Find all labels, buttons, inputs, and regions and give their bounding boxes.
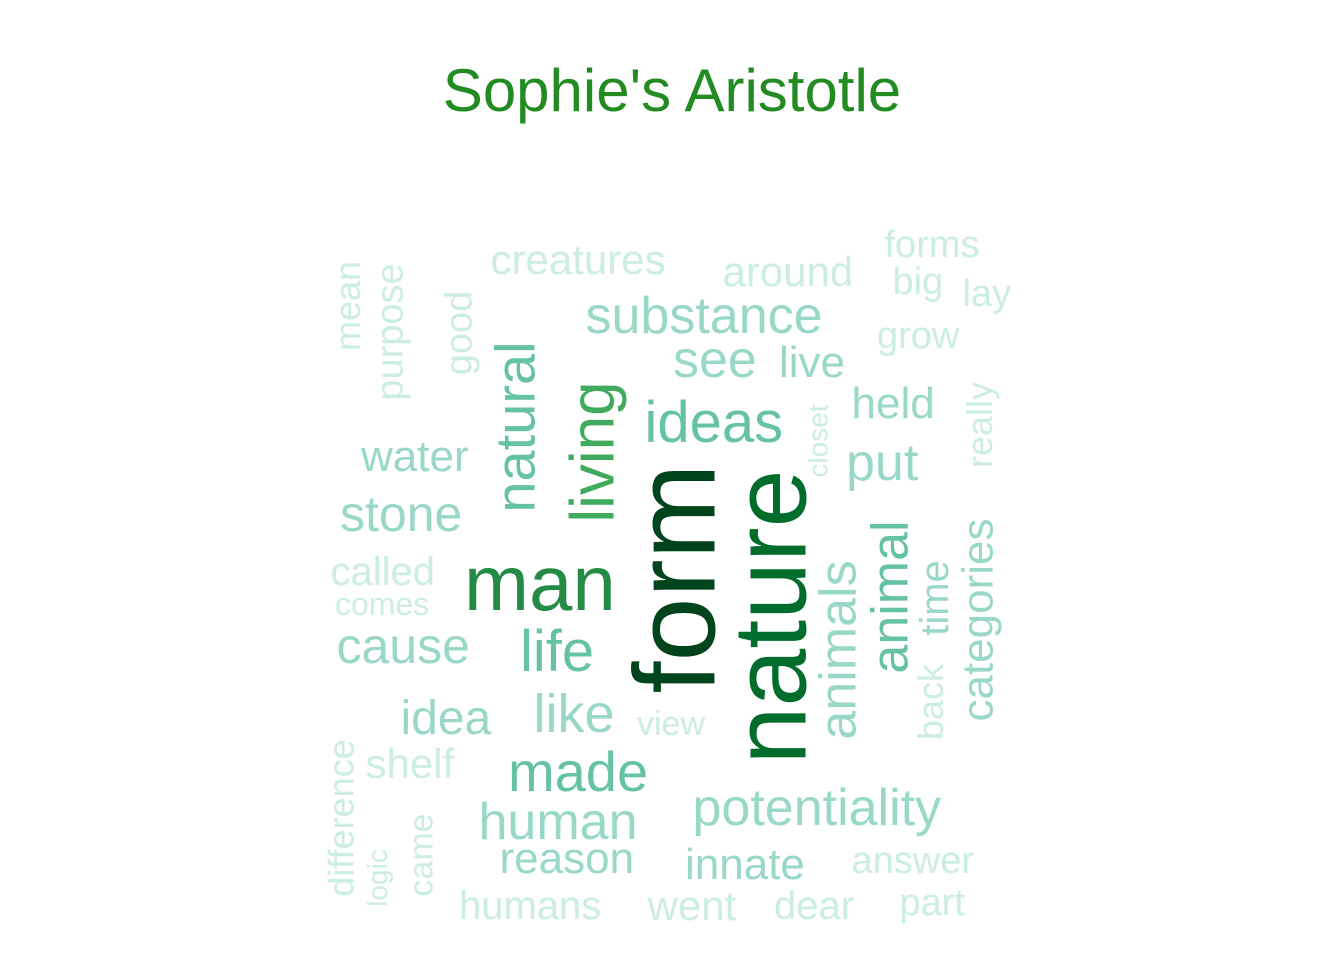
cloud-word: categories — [953, 518, 1003, 722]
cloud-word: nature — [711, 469, 828, 765]
cloud-word: made — [508, 740, 649, 803]
cloud-word: logic — [361, 849, 393, 907]
cloud-word: idea — [400, 692, 492, 745]
cloud-word: animals — [809, 560, 868, 740]
cloud-word: grow — [877, 315, 960, 357]
cloud-word: substance — [585, 287, 823, 345]
cloud-word: called — [330, 550, 436, 594]
cloud-word: shelf — [365, 740, 455, 787]
cloud-word: view — [637, 705, 706, 743]
cloud-word: part — [899, 882, 965, 924]
cloud-word: good — [437, 290, 480, 376]
cloud-word: went — [647, 882, 737, 929]
cloud-word: lay — [962, 273, 1012, 315]
cloud-word: living — [558, 381, 628, 523]
cloud-word: forms — [884, 224, 980, 266]
cloud-word: came — [402, 813, 441, 897]
cloud-word: back — [910, 663, 952, 741]
cloud-word: reason — [499, 834, 635, 883]
cloud-word: really — [959, 381, 1001, 469]
cloud-word: animal — [861, 520, 920, 674]
cloud-word: answer — [851, 840, 975, 882]
cloud-word: big — [892, 261, 944, 303]
cloud-word: live — [779, 338, 846, 387]
cloud-word: like — [533, 684, 615, 744]
cloud-word: around — [722, 248, 854, 295]
cloud-word: held — [851, 379, 935, 428]
cloud-word: humans — [459, 884, 602, 928]
cloud-word: comes — [335, 586, 430, 622]
cloud-word: creatures — [490, 236, 666, 283]
cloud-word: see — [673, 331, 757, 389]
cloud-word: water — [361, 432, 469, 481]
cloud-word: cause — [336, 618, 470, 674]
cloud-word: life — [520, 619, 595, 684]
cloud-word: mean — [327, 260, 369, 352]
cloud-word: ideas — [644, 390, 784, 455]
cloud-word: difference — [320, 739, 362, 897]
cloud-word: innate — [685, 840, 805, 889]
cloud-word: potentiality — [692, 779, 942, 837]
chart-title: Sophie's Aristotle — [442, 57, 902, 124]
cloud-word: dear — [774, 884, 855, 928]
cloud-word: put — [846, 434, 919, 492]
cloud-word: closet — [802, 404, 834, 478]
cloud-word: purpose — [369, 263, 412, 401]
cloud-word: stone — [340, 486, 463, 542]
cloud-word: human — [478, 793, 638, 851]
cloud-word: natural — [483, 341, 547, 513]
cloud-word: man — [464, 539, 616, 627]
cloud-word: time — [912, 560, 957, 636]
